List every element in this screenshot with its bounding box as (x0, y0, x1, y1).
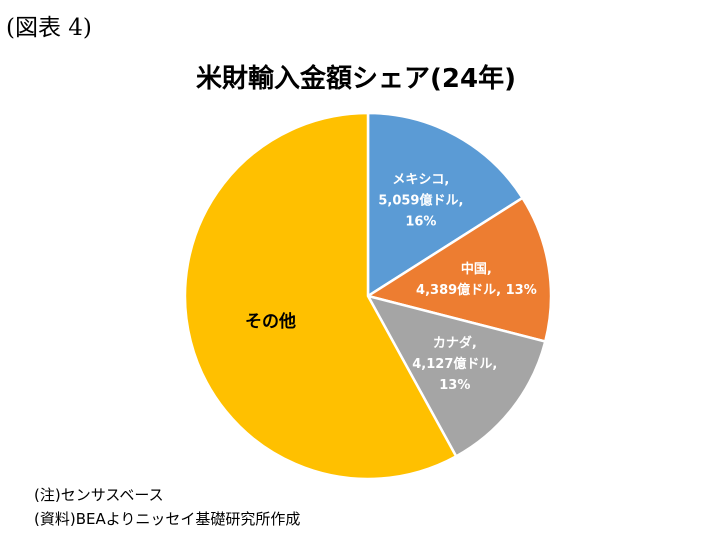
note-data-source: (資料)BEAよりニッセイ基礎研究所作成 (34, 510, 301, 528)
pie-slice-china (364, 196, 553, 344)
pie-slice-canada (365, 294, 547, 459)
slice-label-other: その他 (245, 311, 296, 332)
pie-slice-mexico (366, 111, 525, 299)
slice-label-china: 中国, 4,389億ドル, 13% (416, 261, 537, 298)
chart-title: 米財輸入金額シェア(24年) (196, 64, 516, 94)
pie-slice-other (183, 111, 458, 481)
slice-label-canada: カナダ, 4,127億ドル, 13% (412, 335, 497, 393)
note-source-basis: (注)センサスベース (34, 486, 164, 504)
slice-label-mexico: メキシコ, 5,059億ドル, 16% (378, 172, 463, 229)
figure-label: (図表 4) (6, 15, 92, 41)
